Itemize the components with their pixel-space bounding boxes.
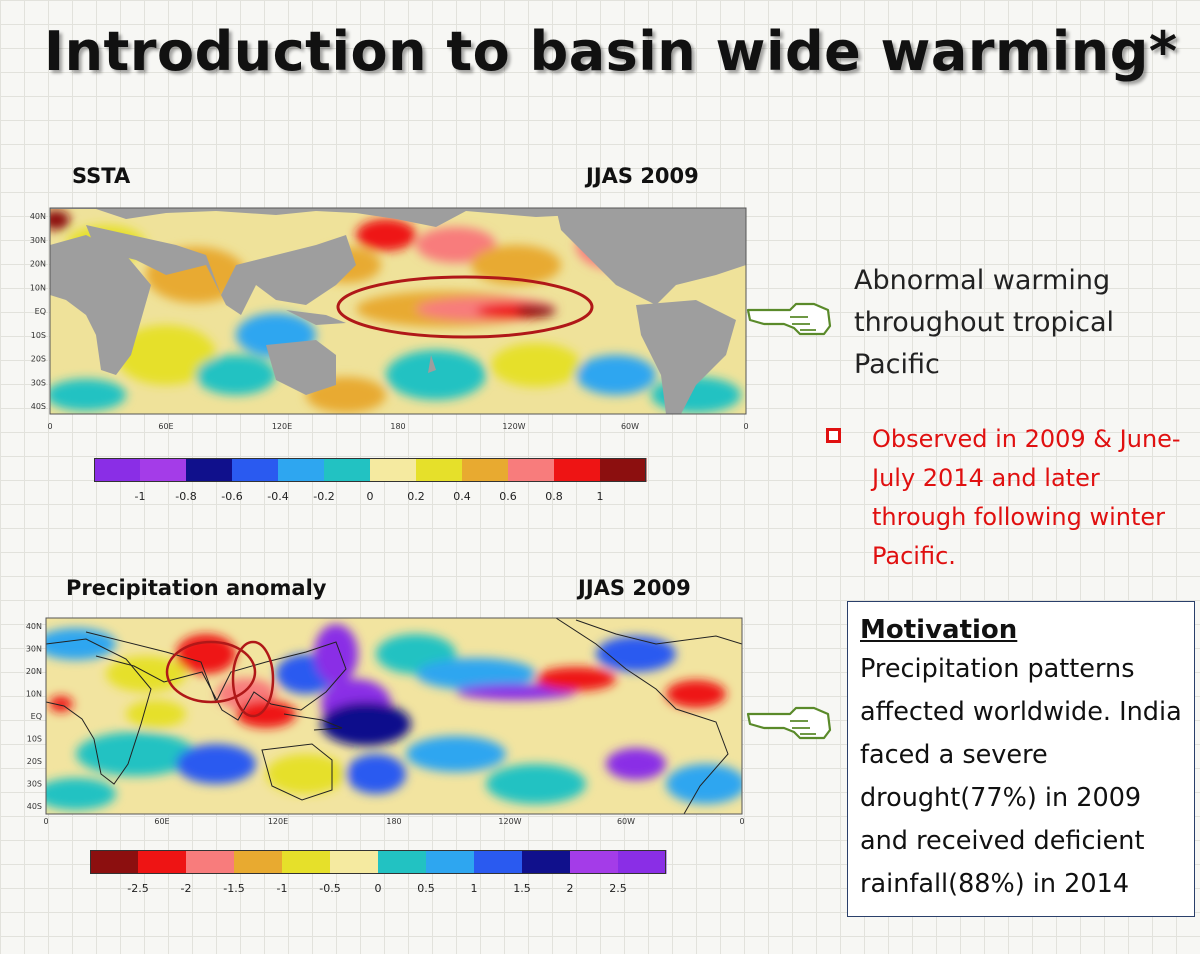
lon-tick-label: 0: [47, 422, 52, 431]
colorbar-tick-label: 1: [597, 490, 604, 503]
colorbar-tick-label: -0.2: [313, 490, 334, 503]
lat-tick-label: 10S: [31, 331, 46, 340]
colorbar-tick-label: -0.5: [319, 882, 340, 895]
ssta-colorbar: -1 -0.8 -0.6 -0.4 -0.2 0 0.2 0.4 0.6 0.8 1: [94, 458, 647, 503]
colorbar-tick-label: -0.4: [267, 490, 288, 503]
colorbar-tick-label: -1.5: [223, 882, 244, 895]
ssta-period-label: JJAS 2009: [586, 164, 699, 188]
colorbar-segment: [416, 458, 463, 482]
southeast-asia-highlight-circle: [231, 640, 275, 718]
colorbar-segment: [234, 850, 283, 874]
ssta-map: 40N 30N 20N 10N EQ 10S 20S 30S 40S 0 60E 120E 180 12…: [30, 207, 749, 431]
lat-tick-label: 30S: [27, 780, 42, 789]
precip-label: Precipitation anomaly: [66, 576, 327, 600]
lat-tick-label: 10N: [30, 283, 46, 292]
colorbar-segment: [600, 458, 647, 482]
pointing-hand-icon: [746, 706, 832, 740]
colorbar-tick-label: 1: [471, 882, 478, 895]
colorbar-tick-label: 0.5: [417, 882, 435, 895]
lat-tick-label: 10S: [27, 735, 42, 744]
lat-tick-label: EQ: [31, 712, 42, 721]
colorbar-segment: [324, 458, 371, 482]
lat-tick-label: 20N: [30, 260, 46, 269]
lat-tick-label: 30S: [31, 378, 46, 387]
slide-title: Introduction to basin wide warming*: [44, 20, 1178, 83]
colorbar-segment: [370, 458, 417, 482]
colorbar-segment: [554, 458, 601, 482]
lon-tick-label: 60E: [154, 817, 169, 826]
colorbar-tick-label: -0.8: [175, 490, 196, 503]
colorbar-segment: [462, 458, 509, 482]
colorbar-tick-label: -2: [181, 882, 192, 895]
colorbar-tick-label: 0.8: [545, 490, 563, 503]
lat-tick-label: 20S: [31, 355, 46, 364]
precip-colorbar: -2.5 -2 -1.5 -1 -0.5 0 0.5 1 1.5 2 2.5: [90, 850, 667, 895]
ssta-label: SSTA: [72, 164, 131, 188]
lat-tick-label: 10N: [26, 690, 42, 699]
colorbar-segment: [90, 850, 139, 874]
abnormal-warming-text: Abnormal warming throughout tropical Pac…: [854, 265, 1115, 380]
lat-tick-label: 40N: [26, 622, 42, 631]
observed-text: Observed in 2009 & June-July 2014 and la…: [872, 425, 1181, 570]
lon-tick-label: 60W: [617, 817, 635, 826]
colorbar-tick-label: 1.5: [513, 882, 531, 895]
colorbar-tick-label: 0.4: [453, 490, 471, 503]
lon-tick-label: 180: [390, 422, 405, 431]
lat-tick-label: 40N: [30, 212, 46, 221]
colorbar-tick-label: 0.2: [407, 490, 425, 503]
pointing-hand-icon: [746, 302, 832, 336]
colorbar-segment: [330, 850, 379, 874]
lon-tick-label: 0: [743, 422, 748, 431]
motivation-heading: Motivation: [860, 615, 1018, 645]
colorbar-segment: [140, 458, 187, 482]
lat-tick-label: 40S: [31, 402, 46, 411]
colorbar-segment: [282, 850, 331, 874]
warming-highlight-ellipse: [336, 275, 594, 339]
lon-tick-label: 0: [43, 817, 48, 826]
motivation-box: Motivation Precipitation patterns affect…: [847, 601, 1195, 917]
lat-tick-label: 20S: [27, 757, 42, 766]
colorbar-segment: [138, 850, 187, 874]
checkbox-bullet-icon: [826, 428, 841, 443]
lon-tick-label: 120W: [502, 422, 525, 431]
lon-tick-label: 60E: [158, 422, 173, 431]
colorbar-tick-label: 0.6: [499, 490, 517, 503]
lon-tick-label: 0: [739, 817, 744, 826]
colorbar-segment: [618, 850, 667, 874]
lon-tick-label: 120E: [272, 422, 292, 431]
colorbar-segment: [94, 458, 141, 482]
colorbar-tick-label: -1: [277, 882, 288, 895]
lon-tick-label: 120E: [268, 817, 288, 826]
india-highlight-circle: [165, 640, 257, 704]
precip-map: 40N 30N 20N 10N EQ 10S 20S 30S 40S 0 60E 120E 180 12…: [26, 617, 745, 826]
lon-tick-label: 180: [386, 817, 401, 826]
lat-tick-label: 30N: [30, 236, 46, 245]
colorbar-tick-label: -1: [135, 490, 146, 503]
colorbar-tick-label: 0: [367, 490, 374, 503]
colorbar-tick-label: -0.6: [221, 490, 242, 503]
lat-tick-label: 30N: [26, 645, 42, 654]
lat-tick-label: EQ: [35, 307, 46, 316]
colorbar-segment: [278, 458, 325, 482]
colorbar-segment: [378, 850, 427, 874]
colorbar-tick-label: 2: [567, 882, 574, 895]
lat-tick-label: 40S: [27, 802, 42, 811]
colorbar-segment: [186, 458, 233, 482]
lon-tick-label: 60W: [621, 422, 639, 431]
colorbar-tick-label: -2.5: [127, 882, 148, 895]
lon-tick-label: 120W: [498, 817, 521, 826]
colorbar-segment: [232, 458, 279, 482]
observed-bullet: Observed in 2009 & June-July 2014 and la…: [826, 420, 1196, 576]
colorbar-tick-label: 2.5: [609, 882, 627, 895]
colorbar-segment: [522, 850, 571, 874]
colorbar-segment: [508, 458, 555, 482]
motivation-body: Precipitation patterns affected worldwid…: [860, 654, 1182, 899]
colorbar-segment: [474, 850, 523, 874]
colorbar-segment: [186, 850, 235, 874]
colorbar-segment: [570, 850, 619, 874]
colorbar-segment: [426, 850, 475, 874]
lat-tick-label: 20N: [26, 667, 42, 676]
precip-period-label: JJAS 2009: [578, 576, 691, 600]
colorbar-tick-label: 0: [375, 882, 382, 895]
